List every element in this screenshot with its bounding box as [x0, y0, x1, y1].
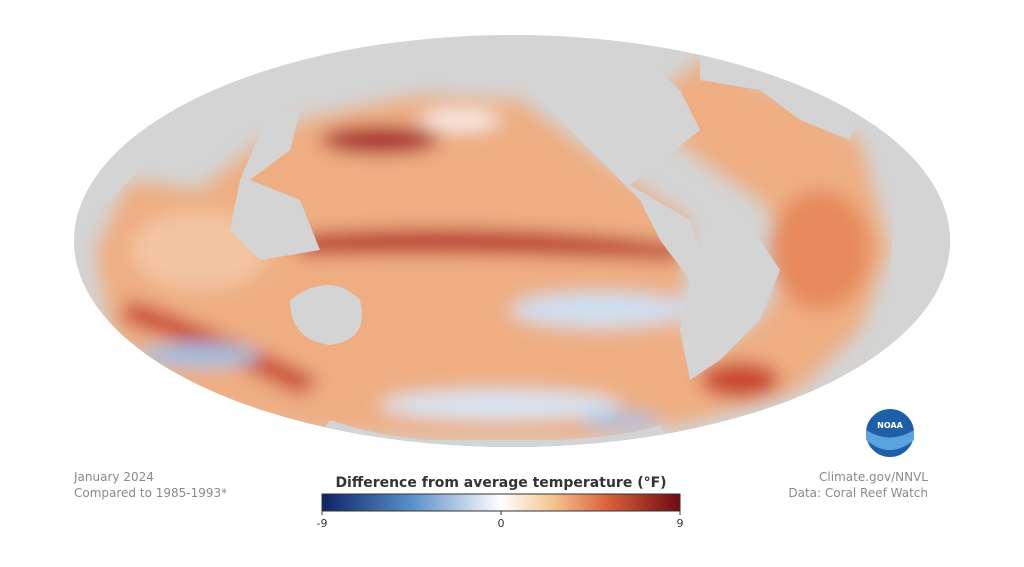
colorbar-tick-label: 9	[677, 517, 684, 530]
baseline-note: Compared to 1985-1993*	[74, 486, 227, 500]
source-credit: Climate.gov/NNVL	[819, 470, 928, 484]
logo-text: NOAA	[877, 421, 903, 430]
map	[74, 35, 950, 447]
data-credit: Data: Coral Reef Watch	[788, 486, 928, 500]
noaa-logo: NOAA	[864, 407, 916, 459]
legend-title: Difference from average temperature (°F)	[335, 475, 666, 491]
colorbar-tick-label: 0	[498, 517, 505, 530]
colorbar-tick-label: -9	[317, 517, 328, 530]
date-note: January 2024	[73, 470, 154, 484]
colorbar	[321, 493, 681, 512]
